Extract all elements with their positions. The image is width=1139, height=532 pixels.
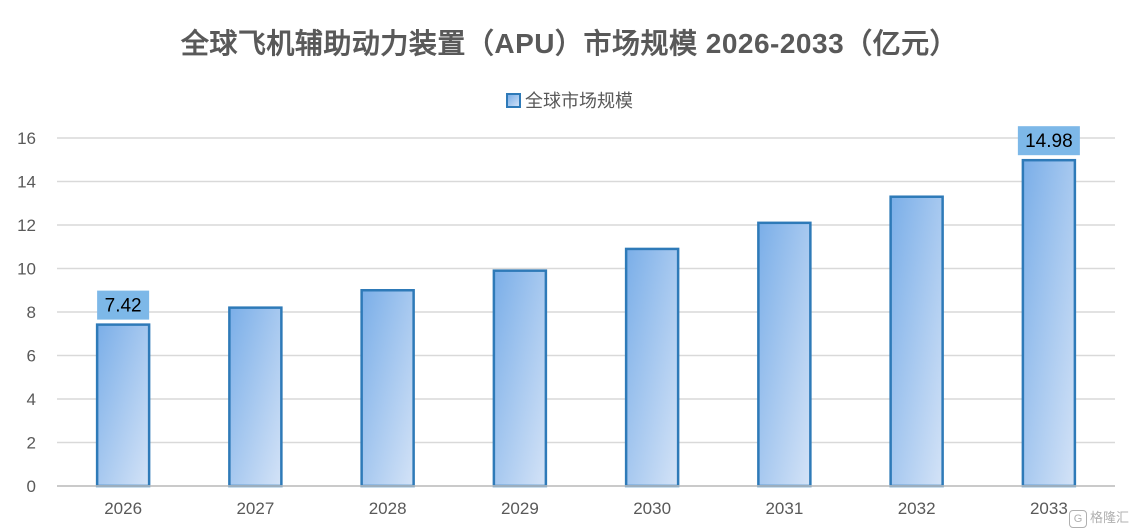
bar	[1021, 158, 1077, 488]
bar	[228, 306, 283, 488]
watermark: G 格隆汇	[1068, 507, 1129, 528]
x-tick-label: 2033	[1030, 499, 1068, 518]
chart-title: 全球飞机辅助动力装置（APU）市场规模 2026-2033（亿元）	[180, 28, 959, 59]
y-tick-label: 0	[27, 477, 36, 496]
bar	[360, 289, 415, 488]
x-tick-label: 2031	[765, 499, 803, 518]
x-tick-label: 2027	[236, 499, 274, 518]
x-tick-label: 2030	[633, 499, 671, 518]
bar	[624, 247, 680, 488]
x-tick-label: 2028	[369, 499, 407, 518]
y-tick-label: 14	[17, 173, 36, 192]
legend-label: 全球市场规模	[525, 91, 633, 111]
data-label-box	[97, 290, 150, 320]
x-tick-label: 2032	[898, 499, 936, 518]
y-tick-label: 4	[27, 390, 36, 409]
data-label: 7.42	[105, 296, 142, 317]
x-tick-label: 2026	[104, 499, 142, 518]
bar	[757, 221, 812, 488]
legend-swatch	[506, 93, 521, 109]
y-tick-label: 10	[17, 260, 36, 279]
y-tick-label: 12	[17, 216, 36, 235]
y-tick-label: 8	[27, 303, 36, 322]
y-tick-label: 6	[27, 347, 36, 366]
bar	[889, 195, 944, 488]
bar	[492, 269, 548, 488]
y-tick-label: 16	[17, 129, 36, 148]
y-tick-label: 2	[27, 434, 36, 453]
data-label: 14.98	[1025, 131, 1073, 152]
data-label-box	[1017, 126, 1080, 156]
brand-logo-icon: G	[1068, 510, 1087, 528]
x-tick-label: 2029	[501, 499, 539, 518]
watermark-text: 格隆汇	[1089, 510, 1129, 526]
bar	[95, 323, 151, 488]
legend: 全球市场规模	[0, 87, 1139, 113]
